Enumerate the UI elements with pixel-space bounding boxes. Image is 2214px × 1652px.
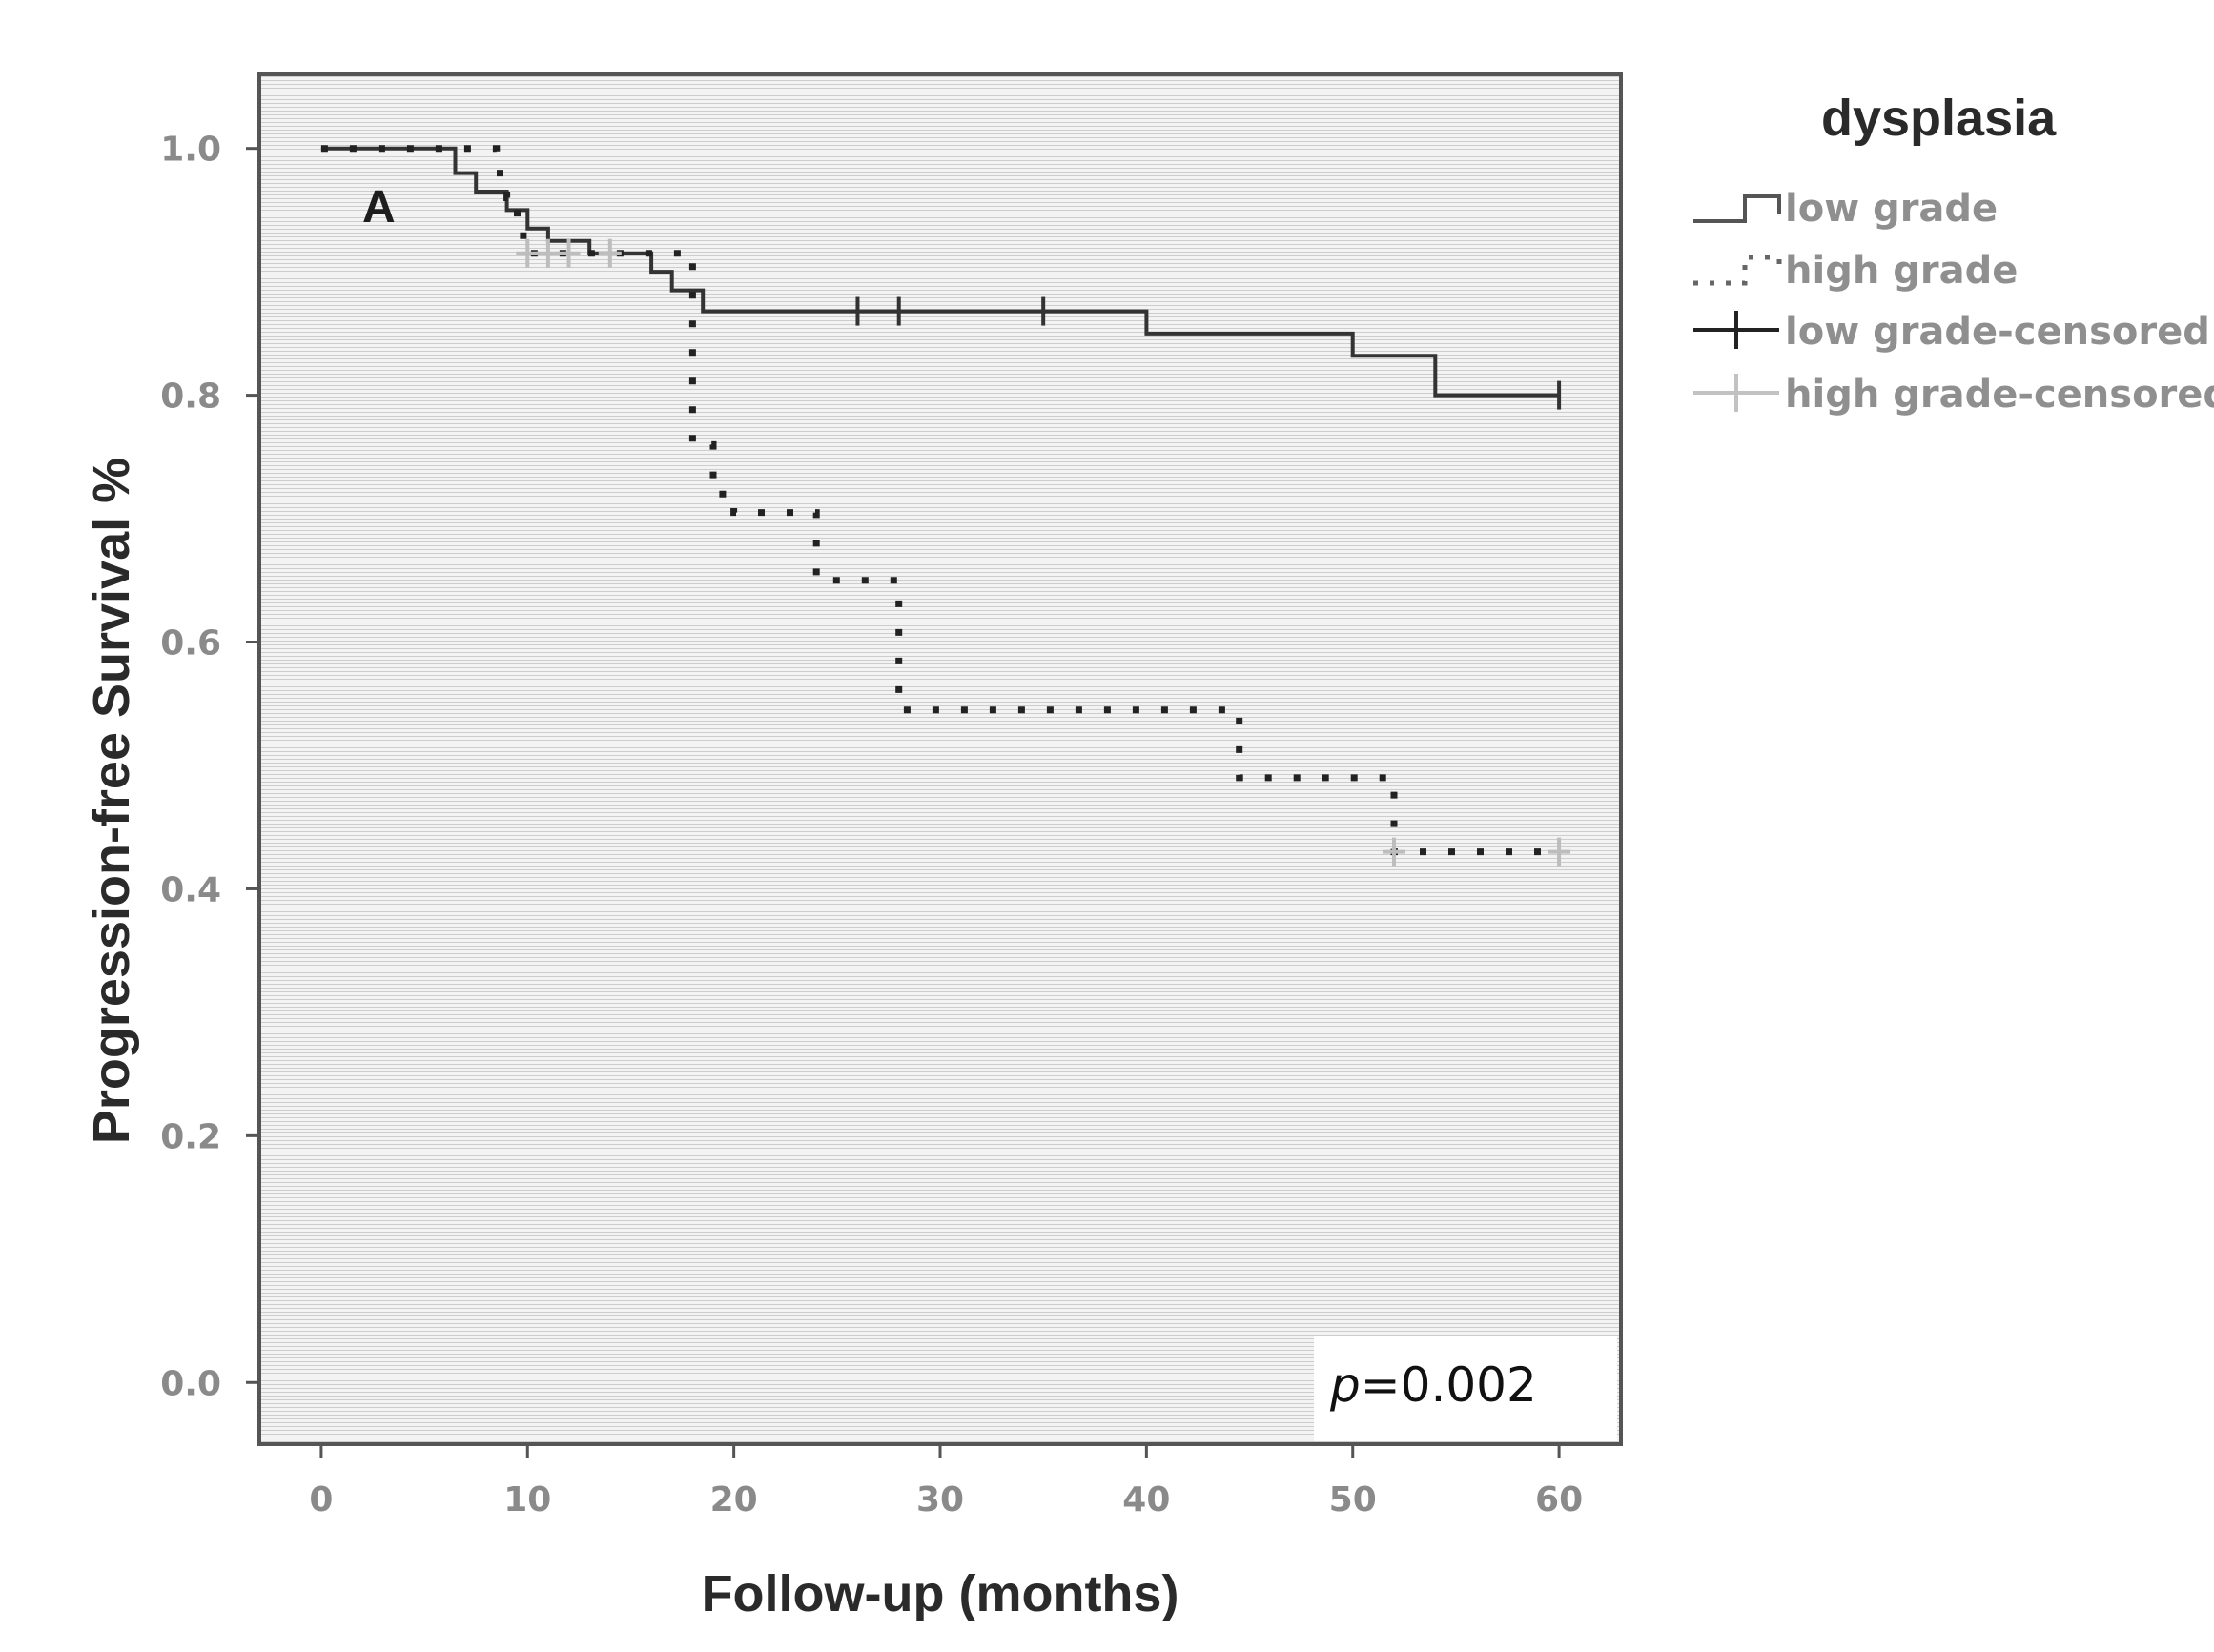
legend-label-high-grade: high grade <box>1785 249 2018 293</box>
x-tick-label: 0 <box>309 1480 333 1519</box>
y-axis-ticks: 0.0 0.2 0.4 0.6 0.8 1.0 <box>160 131 259 1403</box>
x-tick-label: 20 <box>710 1480 758 1519</box>
series-line-high-grade <box>320 145 1560 856</box>
series-layer <box>320 145 1571 867</box>
legend-entry-low-grade: low grade <box>1693 187 1998 231</box>
x-tick-label: 60 <box>1535 1480 1583 1519</box>
x-tick-label: 50 <box>1329 1480 1377 1519</box>
x-tick-label: 40 <box>1122 1480 1170 1519</box>
legend: dysplasia low grade high grade low grade… <box>1693 90 2214 417</box>
censor-mark-high-grade <box>557 238 581 268</box>
legend-label-low-grade: low grade <box>1785 187 1998 231</box>
legend-swatch-low-grade <box>1693 194 1781 223</box>
legend-title: dysplasia <box>1821 90 2057 147</box>
legend-entry-low-grade-censored: low grade-censored <box>1693 310 2210 354</box>
y-axis-title: Progression-free Survival % <box>83 458 140 1144</box>
p-value-annotation: p=0.002 <box>1329 1357 1537 1413</box>
p-value-text: =0.002 <box>1361 1357 1537 1413</box>
y-tick-label: 0.0 <box>160 1364 221 1403</box>
legend-entry-high-grade-censored: high grade-censored <box>1693 373 2214 417</box>
legend-swatch-high-grade <box>1693 255 1782 286</box>
panel-label: A <box>362 182 396 233</box>
x-tick-label: 10 <box>503 1480 551 1519</box>
censor-mark-high-grade <box>1548 837 1571 867</box>
censor-mark-high-grade <box>1383 837 1405 867</box>
censor-mark-high-grade <box>516 238 540 268</box>
y-tick-label: 0.8 <box>160 377 221 417</box>
y-tick-label: 0.2 <box>160 1117 221 1156</box>
plot-area <box>257 72 1623 1446</box>
legend-entry-high-grade: high grade <box>1693 249 2018 293</box>
legend-label-low-grade-censored: low grade-censored <box>1785 310 2210 354</box>
p-value-italic: p <box>1329 1357 1361 1413</box>
legend-label-high-grade-censored: high grade-censored <box>1785 373 2214 417</box>
x-axis-title: Follow-up (months) <box>702 1565 1179 1622</box>
y-tick-label: 1.0 <box>160 131 221 170</box>
censor-mark-high-grade <box>598 238 622 268</box>
p-value-box <box>1314 1336 1617 1441</box>
censor-mark-high-grade <box>536 238 560 268</box>
x-tick-label: 30 <box>916 1480 964 1519</box>
y-tick-label: 0.6 <box>160 624 221 663</box>
x-axis-ticks: 0 10 20 30 40 50 60 <box>309 1444 1583 1519</box>
y-tick-label: 0.4 <box>160 870 221 909</box>
